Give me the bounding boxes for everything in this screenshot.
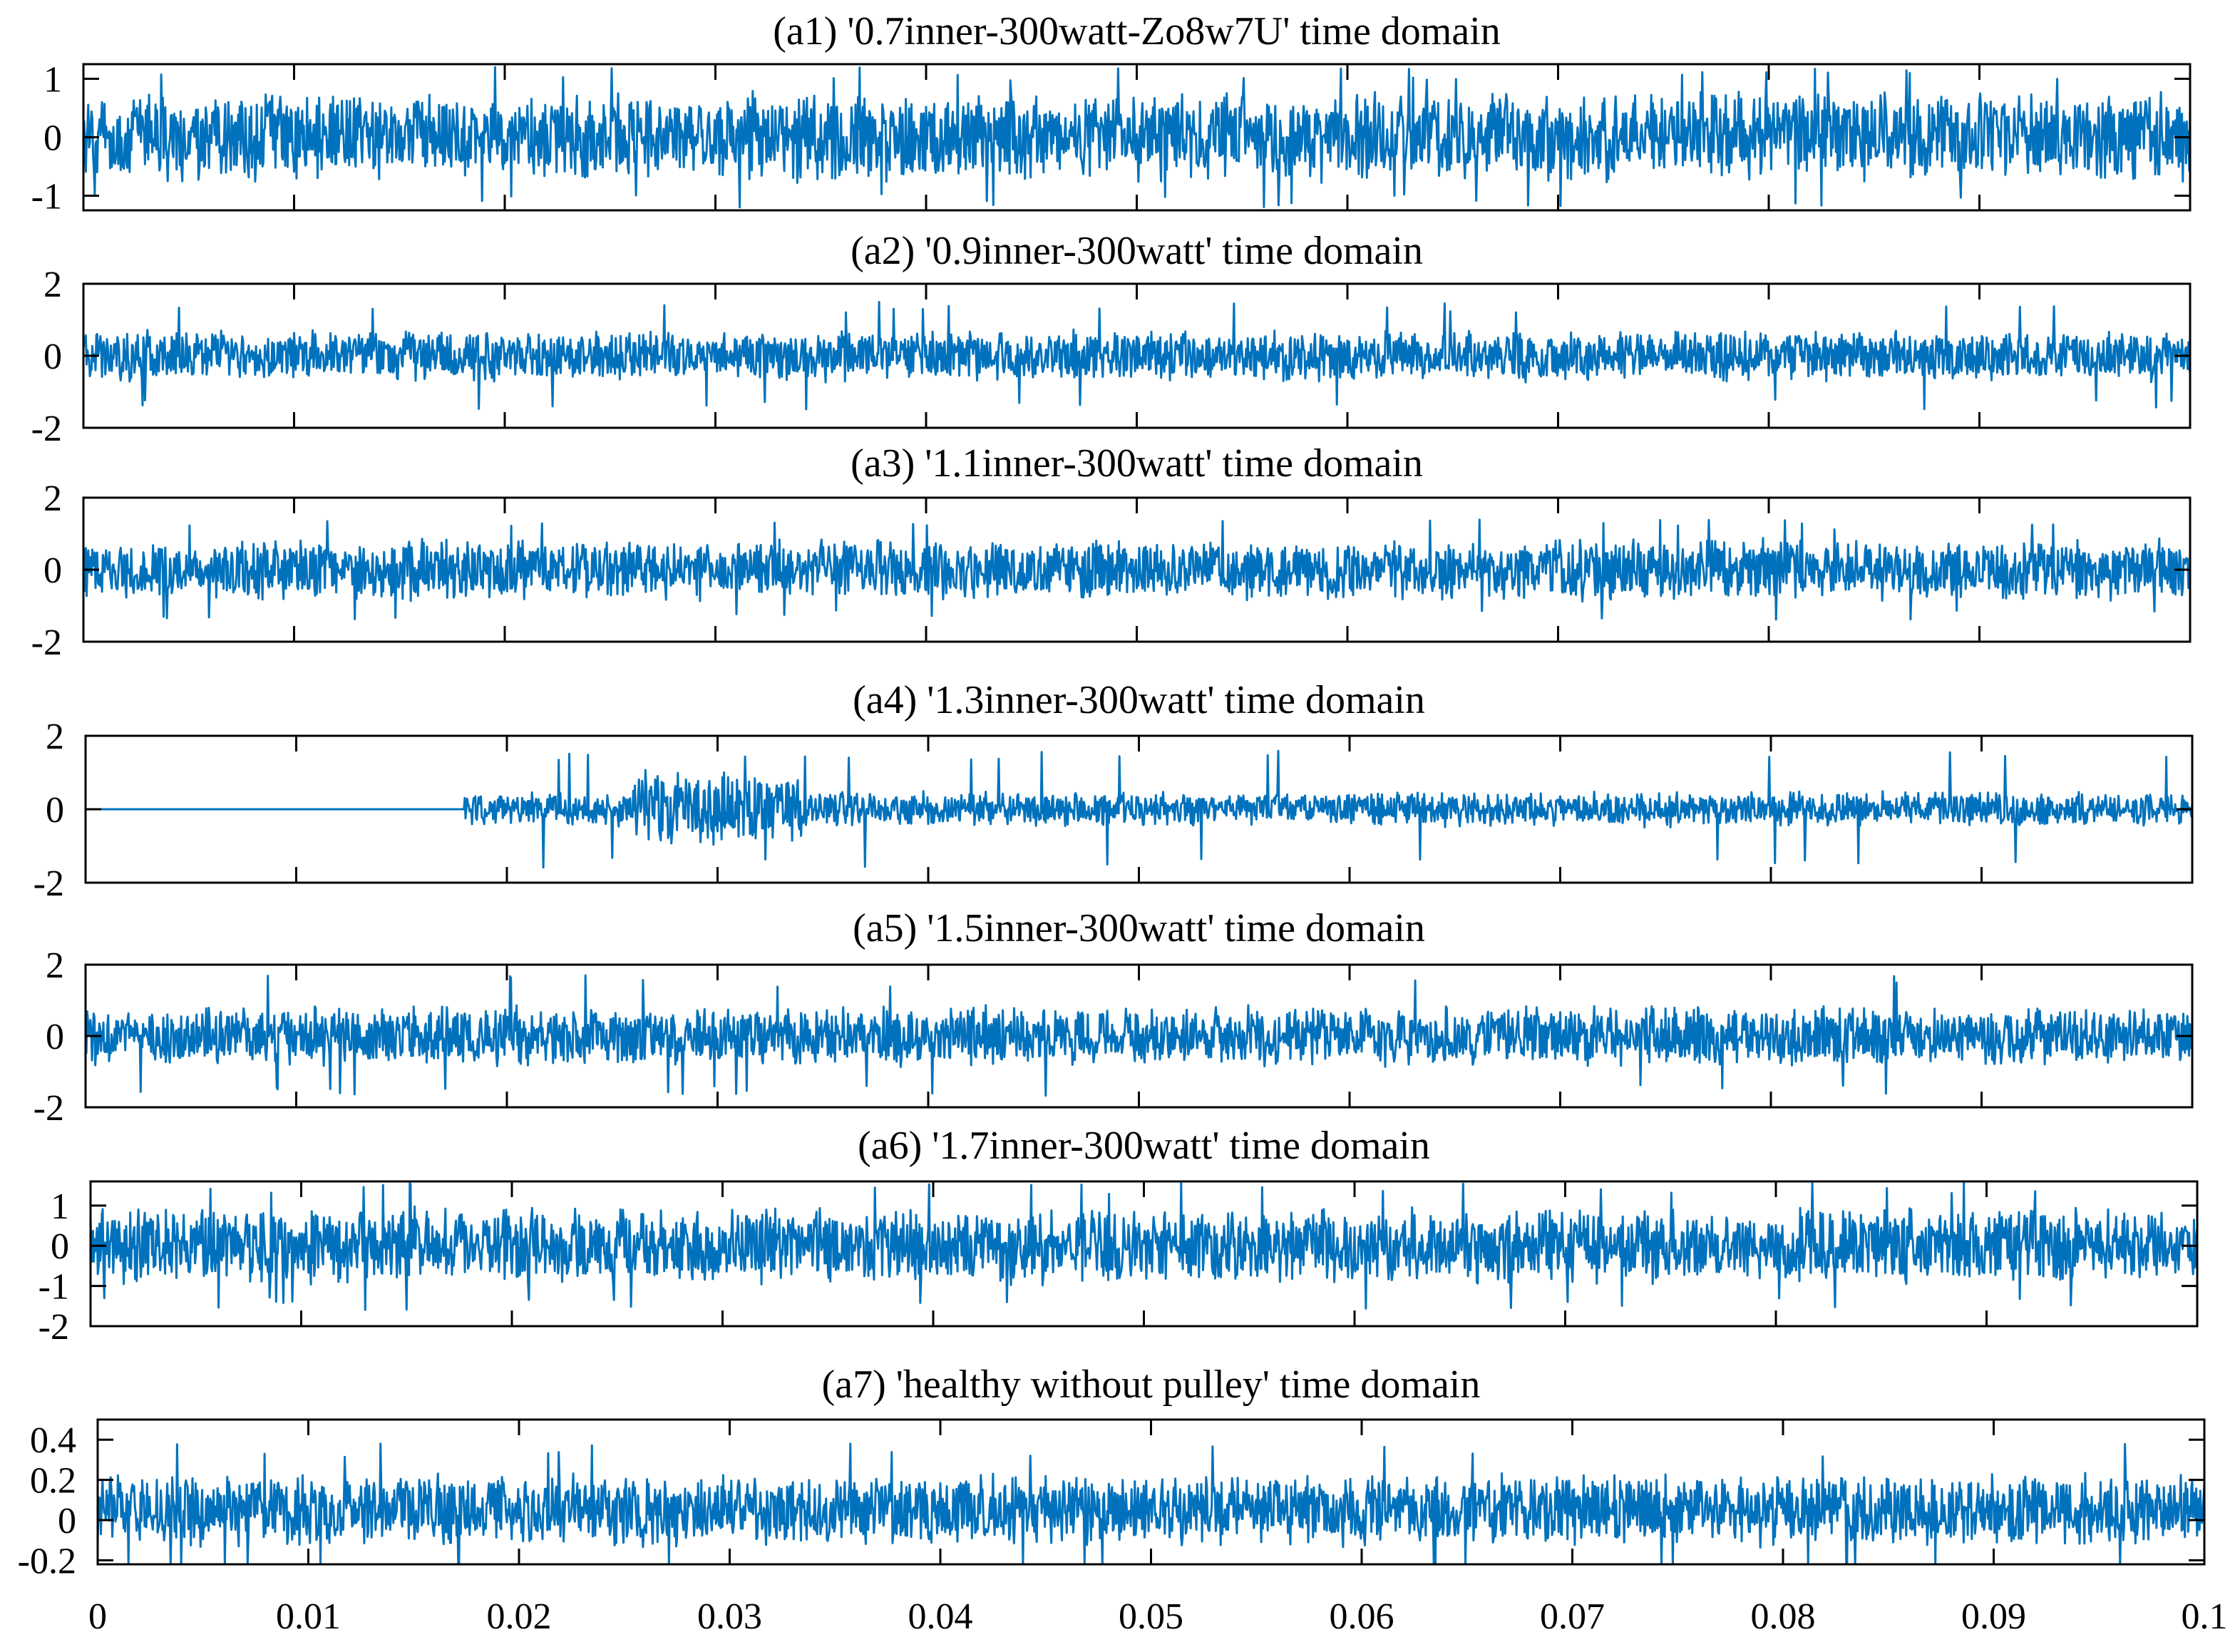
subplot-title: (a5) '1.5inner-300watt' time domain — [853, 906, 1425, 950]
subplot-title: (a1) '0.7inner-300watt-Zo8w7U' time doma… — [773, 9, 1501, 53]
x-tick-label: 0.06 — [1330, 1596, 1394, 1637]
signal-trace — [89, 1181, 2199, 1311]
y-tick-label: 0 — [58, 1501, 76, 1541]
y-tick-label: 0 — [43, 337, 62, 377]
subplot-title: (a2) '0.9inner-300watt' time domain — [851, 229, 1423, 273]
y-tick-label: 2 — [43, 478, 62, 519]
y-tick-label: 0 — [43, 118, 62, 159]
y-tick-label: 0 — [51, 1226, 69, 1267]
subplot-5: (a5) '1.5inner-300watt' time domain -2 0 2 — [34, 906, 2194, 1129]
subplot-7: (a7) 'healthy without pulley' time domai… — [18, 1363, 2228, 1637]
x-tick-label: 0.1 — [2182, 1596, 2228, 1637]
x-tick-label: 0.09 — [1961, 1596, 2026, 1637]
subplot-title: (a7) 'healthy without pulley' time domai… — [822, 1363, 1481, 1407]
x-tick-label: 0.08 — [1751, 1596, 1816, 1637]
y-tick-label: 2 — [46, 717, 64, 757]
subplot-6: (a6) '1.7inner-300watt' time domain -2-10… — [38, 1124, 2199, 1348]
x-tick-label: 0.05 — [1119, 1596, 1183, 1637]
signal-trace — [82, 66, 2192, 209]
x-tick-label: 0.01 — [276, 1596, 341, 1637]
y-tick-label: -2 — [38, 1307, 69, 1348]
x-tick-label: 0.02 — [487, 1596, 552, 1637]
subplot-title: (a3) '1.1inner-300watt' time domain — [851, 441, 1423, 486]
y-tick-label: 1 — [51, 1186, 69, 1227]
signal-trace — [82, 301, 2192, 411]
y-tick-label: 0.2 — [30, 1461, 76, 1502]
subplot-4: (a4) '1.3inner-300watt' time domain -2 0 2 — [34, 678, 2194, 904]
subplot-2: (a2) '0.9inner-300watt' time domain -2 0 2 — [31, 229, 2192, 449]
x-tick-label: 0.07 — [1540, 1596, 1605, 1637]
x-tick-label: 0 — [88, 1596, 107, 1637]
y-tick-label: 1 — [43, 60, 62, 101]
subplot-1: (a1) '0.7inner-300watt-Zo8w7U' time doma… — [31, 9, 2192, 217]
signal-trace — [96, 1442, 2206, 1566]
signal-trace — [84, 974, 2194, 1097]
y-tick-label: 0 — [43, 550, 62, 591]
signal-trace — [85, 749, 2194, 869]
y-tick-label: -2 — [31, 622, 62, 663]
y-tick-label: -2 — [34, 863, 64, 904]
y-tick-label: 0 — [46, 1017, 64, 1057]
y-tick-label: -0.2 — [18, 1541, 76, 1581]
subplot-3: (a3) '1.1inner-300watt' time domain -2 0 2 — [31, 441, 2192, 663]
subplot-title: (a6) '1.7inner-300watt' time domain — [858, 1124, 1430, 1168]
y-tick-label: 2 — [43, 265, 62, 305]
y-tick-label: -2 — [31, 409, 62, 449]
y-tick-label: -1 — [31, 177, 62, 217]
y-tick-label: 0 — [46, 790, 64, 831]
y-tick-label: -1 — [38, 1267, 69, 1308]
y-tick-label: 2 — [46, 945, 64, 986]
subplot-title: (a4) '1.3inner-300watt' time domain — [853, 678, 1425, 722]
y-tick-label: 0.4 — [30, 1420, 76, 1461]
x-tick-label: 0.04 — [908, 1596, 973, 1637]
y-tick-label: -2 — [34, 1088, 64, 1129]
x-tick-label: 0.03 — [697, 1596, 762, 1637]
signal-trace — [82, 518, 2192, 621]
